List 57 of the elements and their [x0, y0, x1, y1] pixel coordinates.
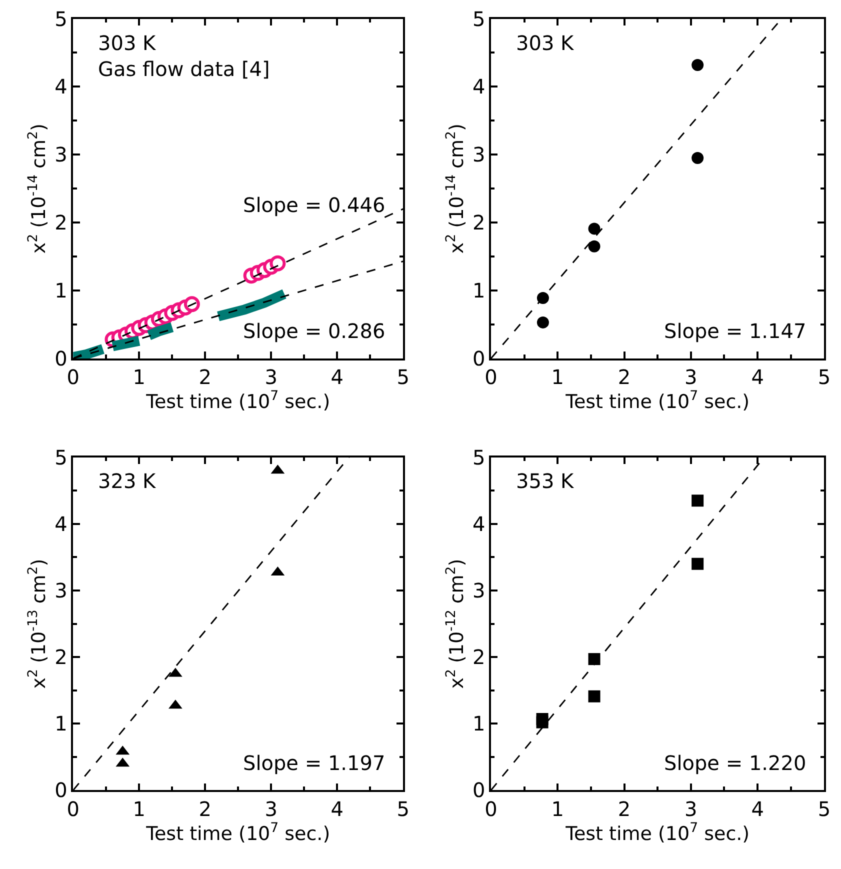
x-tick-label: 4	[330, 365, 344, 390]
y-tick-label: 1	[54, 278, 68, 303]
y-tick-label: 3	[54, 142, 68, 167]
y-tick-label: 4	[472, 512, 486, 536]
annotation: Slope = 1.197	[243, 751, 386, 775]
y-tick-label: 1	[54, 712, 68, 736]
x-tick-label: 2	[198, 796, 212, 821]
y-tick-label: 3	[472, 142, 486, 167]
y-tick-label: 5	[472, 445, 486, 470]
x-tick-label: 5	[396, 796, 410, 821]
x-tick-label: 2	[618, 365, 631, 390]
x-tick-label: 2	[198, 365, 212, 390]
annotation: Slope = 0.286	[243, 319, 386, 343]
annotation: 353 K	[516, 469, 575, 493]
y-tick-label: 2	[472, 645, 486, 670]
annotation: 323 K	[98, 469, 157, 493]
y-tick-label: 2	[472, 210, 486, 235]
y-tick-label: 2	[54, 210, 68, 235]
annotation: Slope = 1.220	[664, 751, 806, 775]
y-tick-label: 1	[472, 712, 486, 736]
x-tick-label: 3	[684, 796, 698, 821]
y-tick-label: 0	[472, 346, 486, 370]
annotation: Slope = 0.446	[243, 193, 386, 217]
y-tick-label: 4	[54, 74, 68, 99]
x-tick-label: 1	[132, 796, 146, 821]
x-tick-label: 3	[264, 796, 278, 821]
annotation: 303 K	[516, 31, 575, 55]
x-tick-label: 1	[132, 365, 146, 390]
x-tick-label: 2	[618, 796, 631, 821]
annotation: Slope = 1.147	[664, 319, 806, 343]
x-axis-title: Test time (10$^{7}$ sec.)	[564, 820, 750, 845]
x-tick-label: 5	[818, 796, 831, 821]
x-tick-label: 4	[751, 796, 764, 821]
x-tick-label: 4	[330, 796, 344, 821]
y-tick-label: 3	[472, 578, 486, 602]
x-axis-title: Test time (10$^{7}$ sec.)	[145, 389, 330, 414]
y-tick-label: 2	[54, 645, 68, 670]
y-tick-label: 5	[54, 445, 68, 470]
y-tick-label: 0	[54, 778, 68, 802]
x-tick-label: 3	[684, 365, 698, 390]
x-tick-label: 1	[551, 796, 564, 821]
x-tick-label: 4	[751, 365, 764, 390]
y-tick-label: 5	[54, 6, 68, 31]
y-tick-label: 3	[54, 578, 68, 602]
y-tick-label: 1	[472, 278, 486, 303]
y-tick-label: 4	[54, 512, 68, 536]
x-axis-title: Test time (10$^{7}$ sec.)	[564, 389, 750, 414]
x-tick-label: 5	[818, 365, 831, 390]
annotation: 303 K Gas flow data [4]	[98, 31, 270, 81]
x-tick-label: 3	[264, 365, 278, 390]
y-tick-label: 4	[472, 74, 486, 99]
y-tick-label: 5	[472, 6, 486, 31]
x-axis-title: Test time (10$^{7}$ sec.)	[145, 820, 330, 845]
y-tick-label: 0	[54, 346, 68, 370]
x-tick-label: 1	[551, 365, 564, 390]
y-tick-label: 0	[472, 778, 486, 802]
x-tick-label: 5	[396, 365, 410, 390]
